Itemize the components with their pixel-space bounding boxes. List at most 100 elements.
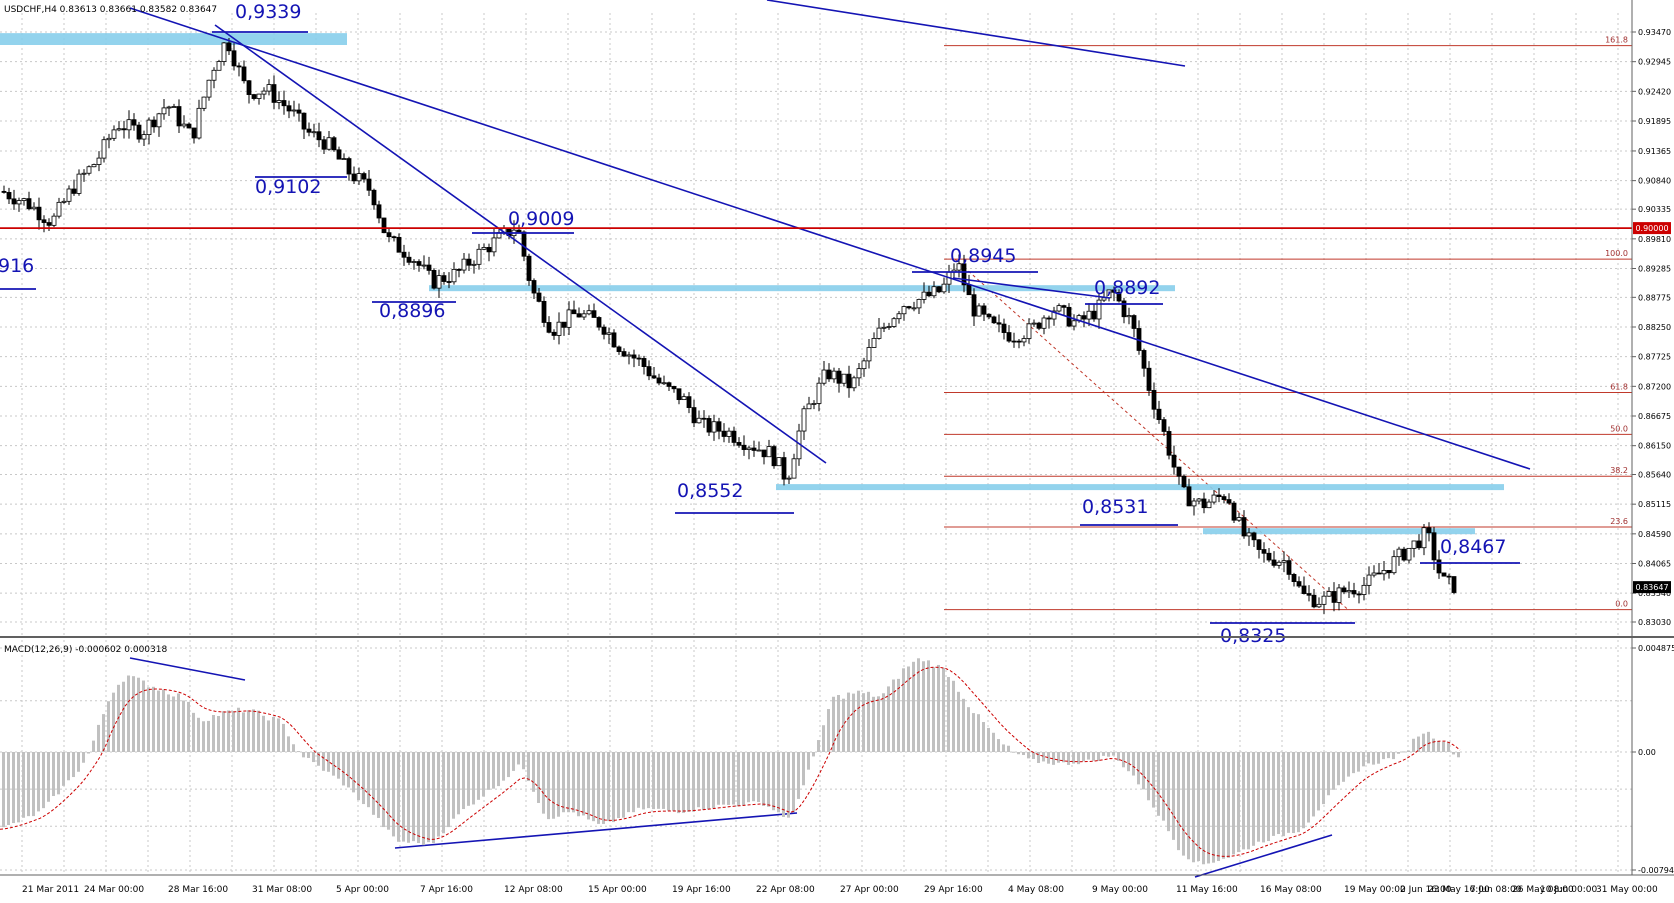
- candle-body: [246, 80, 252, 95]
- macd-histogram-bar: [222, 711, 225, 752]
- macd-histogram-bar: [1032, 752, 1035, 759]
- current-price-label: 0.83647: [1635, 583, 1668, 592]
- macd-histogram-bar: [937, 664, 940, 752]
- candle-body: [331, 137, 337, 151]
- fib-diagonal: [954, 258, 1349, 610]
- candle-body: [1361, 584, 1367, 595]
- macd-histogram-bar: [862, 693, 865, 752]
- candle-body: [696, 417, 702, 424]
- macd-histogram-bar: [292, 744, 295, 752]
- macd-histogram-bar: [1437, 740, 1440, 752]
- macd-histogram-bar: [732, 752, 735, 805]
- price-axis-tick-label: 0.88250: [1638, 323, 1671, 332]
- candle-body: [701, 417, 707, 420]
- candle-body: [791, 458, 797, 479]
- macd-histogram-bar: [1272, 752, 1275, 836]
- candle-body: [171, 106, 177, 108]
- macd-histogram-bar: [1342, 752, 1345, 782]
- macd-histogram-bar: [517, 752, 520, 765]
- macd-histogram-bar: [772, 752, 775, 811]
- macd-histogram-bar: [607, 752, 610, 822]
- macd-histogram-bar: [1377, 752, 1380, 764]
- time-axis-tick-label: 26 May 08:00: [1512, 885, 1574, 895]
- time-axis-tick-label: 16 May 08:00: [1260, 885, 1322, 895]
- candle-body: [206, 79, 212, 98]
- macd-histogram-bar: [977, 714, 980, 752]
- time-axis-tick-label: 12 Apr 08:00: [504, 885, 563, 895]
- macd-histogram-bar: [232, 711, 235, 752]
- macd-histogram-bar: [392, 752, 395, 837]
- candle-body: [1311, 594, 1317, 608]
- macd-histogram-bar: [932, 667, 935, 752]
- time-axis-tick-label: 11 May 16:00: [1176, 885, 1238, 895]
- candle-body: [366, 178, 372, 191]
- candle-body: [766, 446, 772, 458]
- candle-body: [866, 347, 872, 362]
- macd-histogram-bar: [192, 712, 195, 752]
- candle-body: [1041, 317, 1047, 329]
- candle-body: [111, 129, 117, 139]
- candle-body: [91, 164, 97, 168]
- macd-histogram-bar: [1212, 752, 1215, 863]
- macd-histogram-bar: [1007, 745, 1010, 752]
- macd-histogram-bar: [372, 752, 375, 815]
- macd-histogram-bar: [1252, 752, 1255, 846]
- candle-body: [576, 313, 582, 318]
- candle-body: [1196, 498, 1202, 502]
- macd-divergence-line: [129, 657, 246, 681]
- time-axis-tick-label: 29 Apr 16:00: [924, 885, 983, 895]
- candle-body: [16, 200, 22, 205]
- time-axis-tick-label: 7 Apr 16:00: [420, 885, 473, 895]
- macd-histogram-bar: [347, 752, 350, 788]
- candle-body: [146, 119, 152, 135]
- time-axis-tick-label: 15 Apr 00:00: [588, 885, 647, 895]
- candle-body: [581, 313, 587, 318]
- candle-body: [1056, 305, 1062, 312]
- macd-histogram-bar: [967, 707, 970, 752]
- macd-histogram-bar: [382, 752, 385, 828]
- macd-histogram-bar: [37, 752, 40, 812]
- macd-histogram-bar: [332, 752, 335, 776]
- price-annotation-label: 0,8467: [1440, 536, 1506, 558]
- candle-body: [826, 369, 832, 380]
- price-annotation-label: 0,8896: [379, 300, 445, 322]
- macd-histogram-bar: [407, 752, 410, 843]
- macd-histogram-bar: [507, 752, 510, 778]
- macd-histogram-bar: [1192, 752, 1195, 863]
- price-axis-tick-label: 0.87200: [1638, 382, 1671, 391]
- macd-histogram-bar: [147, 687, 150, 752]
- candle-body: [636, 357, 642, 360]
- price-annotation-label: 0,9339: [235, 1, 301, 23]
- candle-body: [821, 369, 827, 384]
- candle-body: [901, 306, 907, 315]
- candle-body: [816, 382, 822, 404]
- macd-histogram-bar: [437, 752, 440, 837]
- macd-histogram-bar: [787, 752, 790, 818]
- candle-body: [546, 322, 552, 333]
- candle-body: [176, 106, 182, 127]
- macd-histogram-bar: [997, 739, 1000, 752]
- macd-histogram-bar: [1432, 738, 1435, 752]
- price-axis-tick-label: 0.85115: [1638, 500, 1671, 509]
- candle-body: [976, 305, 982, 317]
- price-annotation-label: 0,9009: [508, 208, 574, 230]
- candle-body: [371, 189, 377, 206]
- candle-body: [1031, 322, 1037, 325]
- macd-title: MACD(12,26,9) -0.000602 0.000318: [4, 645, 167, 655]
- candle-body: [86, 166, 92, 174]
- candle-body: [116, 128, 122, 131]
- price-annotation-label: 0,9102: [255, 176, 321, 198]
- candle-body: [236, 65, 242, 68]
- macd-histogram-bar: [627, 752, 630, 813]
- candle-body: [491, 237, 497, 253]
- trendlines: [129, 0, 1531, 878]
- macd-histogram-bar: [262, 715, 265, 752]
- candle-body: [221, 42, 227, 62]
- candle-body: [1001, 323, 1007, 333]
- macd-histogram-bar: [822, 725, 825, 752]
- trendline: [766, 0, 1186, 67]
- macd-histogram-bar: [697, 752, 700, 808]
- macd-histogram-bar: [122, 681, 125, 752]
- candle-body: [211, 69, 217, 81]
- macd-histogram-bar: [472, 752, 475, 805]
